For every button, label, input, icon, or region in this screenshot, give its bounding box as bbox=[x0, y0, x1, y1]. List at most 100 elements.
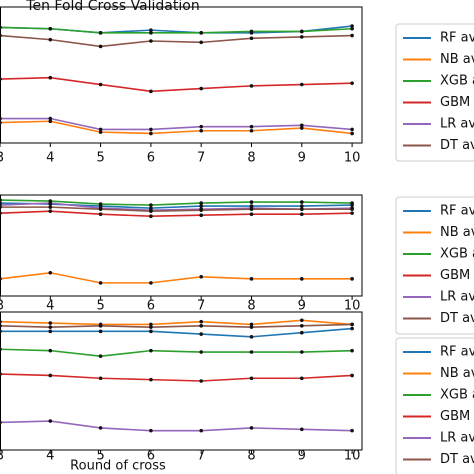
point-marker bbox=[300, 200, 304, 204]
legend-label: GBM a bbox=[440, 409, 474, 424]
series-line bbox=[0, 373, 353, 382]
legend-label: NB av bbox=[440, 366, 474, 381]
point-marker bbox=[350, 322, 354, 327]
legend-box bbox=[395, 23, 474, 162]
point-marker bbox=[0, 329, 2, 334]
point-marker bbox=[199, 128, 203, 133]
series-line bbox=[0, 327, 353, 338]
x-tick-label: 10 bbox=[344, 299, 361, 314]
point-marker bbox=[0, 277, 2, 281]
point-marker bbox=[249, 124, 254, 129]
series-line bbox=[0, 76, 353, 93]
point-marker bbox=[48, 270, 53, 275]
x-tick-label: 5 bbox=[96, 299, 104, 314]
point-marker bbox=[350, 348, 354, 353]
point-marker bbox=[350, 211, 354, 215]
point-marker bbox=[48, 75, 53, 80]
point-marker bbox=[300, 318, 304, 323]
point-marker bbox=[98, 376, 103, 381]
point-marker bbox=[249, 207, 254, 211]
series-line bbox=[0, 323, 353, 328]
point-marker bbox=[300, 350, 304, 354]
x-tick-label: 7 bbox=[197, 151, 205, 166]
point-marker bbox=[0, 198, 2, 202]
point-marker bbox=[249, 212, 254, 216]
x-tick-label: 8 bbox=[247, 151, 255, 166]
legend-label: LR av bbox=[440, 117, 474, 132]
point-marker bbox=[149, 214, 153, 219]
point-marker bbox=[149, 325, 153, 329]
plot-frame bbox=[0, 6, 363, 144]
point-marker bbox=[350, 131, 354, 136]
point-marker bbox=[199, 213, 203, 217]
point-marker bbox=[149, 131, 153, 136]
point-marker bbox=[350, 33, 354, 38]
point-marker bbox=[300, 35, 304, 39]
point-marker bbox=[249, 29, 254, 34]
x-axis-label: Round of cross bbox=[70, 459, 166, 474]
point-marker bbox=[350, 81, 354, 85]
point-marker bbox=[149, 39, 153, 43]
point-marker bbox=[98, 31, 103, 35]
legend-label: LR av bbox=[440, 290, 474, 305]
point-marker bbox=[350, 373, 354, 378]
point-marker bbox=[48, 26, 53, 31]
point-marker bbox=[199, 204, 203, 208]
legend-label: DT av bbox=[440, 311, 474, 326]
point-marker bbox=[300, 376, 304, 381]
series-line bbox=[0, 319, 353, 326]
point-marker bbox=[199, 332, 203, 336]
point-marker bbox=[0, 25, 2, 30]
point-marker bbox=[350, 24, 354, 28]
legend-label: XGB a bbox=[440, 74, 474, 89]
x-tick-label: 7 bbox=[197, 449, 205, 464]
point-marker bbox=[0, 116, 2, 121]
point-marker bbox=[300, 324, 304, 328]
point-marker bbox=[149, 31, 153, 35]
series-line bbox=[0, 117, 353, 131]
point-marker bbox=[98, 44, 103, 49]
point-marker bbox=[48, 201, 53, 205]
x-tick-label: 6 bbox=[147, 449, 155, 464]
point-marker bbox=[249, 426, 254, 430]
point-marker bbox=[149, 203, 153, 207]
point-marker bbox=[199, 275, 203, 279]
point-marker bbox=[350, 428, 354, 433]
legend-label: DT av bbox=[440, 452, 474, 467]
point-marker bbox=[0, 324, 2, 328]
point-marker bbox=[98, 324, 103, 328]
point-marker bbox=[98, 127, 103, 132]
x-tick-label: 3 bbox=[0, 299, 4, 314]
series-line bbox=[0, 271, 353, 284]
point-marker bbox=[149, 428, 153, 433]
point-marker bbox=[98, 212, 103, 216]
point-marker bbox=[48, 209, 53, 213]
x-tick-label: 5 bbox=[96, 151, 104, 166]
plot-frame bbox=[0, 311, 363, 451]
legend-label: DT av bbox=[440, 138, 474, 153]
x-tick-label: 10 bbox=[344, 449, 361, 464]
point-marker bbox=[350, 201, 354, 205]
point-marker bbox=[249, 36, 254, 41]
x-tick-label: 4 bbox=[46, 151, 54, 166]
legend-box bbox=[395, 337, 474, 474]
point-marker bbox=[300, 204, 304, 208]
series-line bbox=[0, 199, 353, 206]
point-marker bbox=[199, 350, 203, 354]
point-marker bbox=[300, 427, 304, 432]
point-marker bbox=[149, 127, 153, 132]
point-marker bbox=[98, 426, 103, 430]
point-marker bbox=[98, 354, 103, 358]
point-marker bbox=[0, 120, 2, 125]
x-tick-label: 6 bbox=[147, 151, 155, 166]
point-marker bbox=[199, 379, 203, 383]
point-marker bbox=[0, 372, 2, 376]
point-marker bbox=[300, 82, 304, 87]
series-line bbox=[0, 26, 353, 34]
point-marker bbox=[149, 329, 153, 334]
point-marker bbox=[300, 126, 304, 130]
point-marker bbox=[149, 89, 153, 94]
x-tick-label: 9 bbox=[298, 151, 306, 166]
point-marker bbox=[0, 33, 2, 38]
